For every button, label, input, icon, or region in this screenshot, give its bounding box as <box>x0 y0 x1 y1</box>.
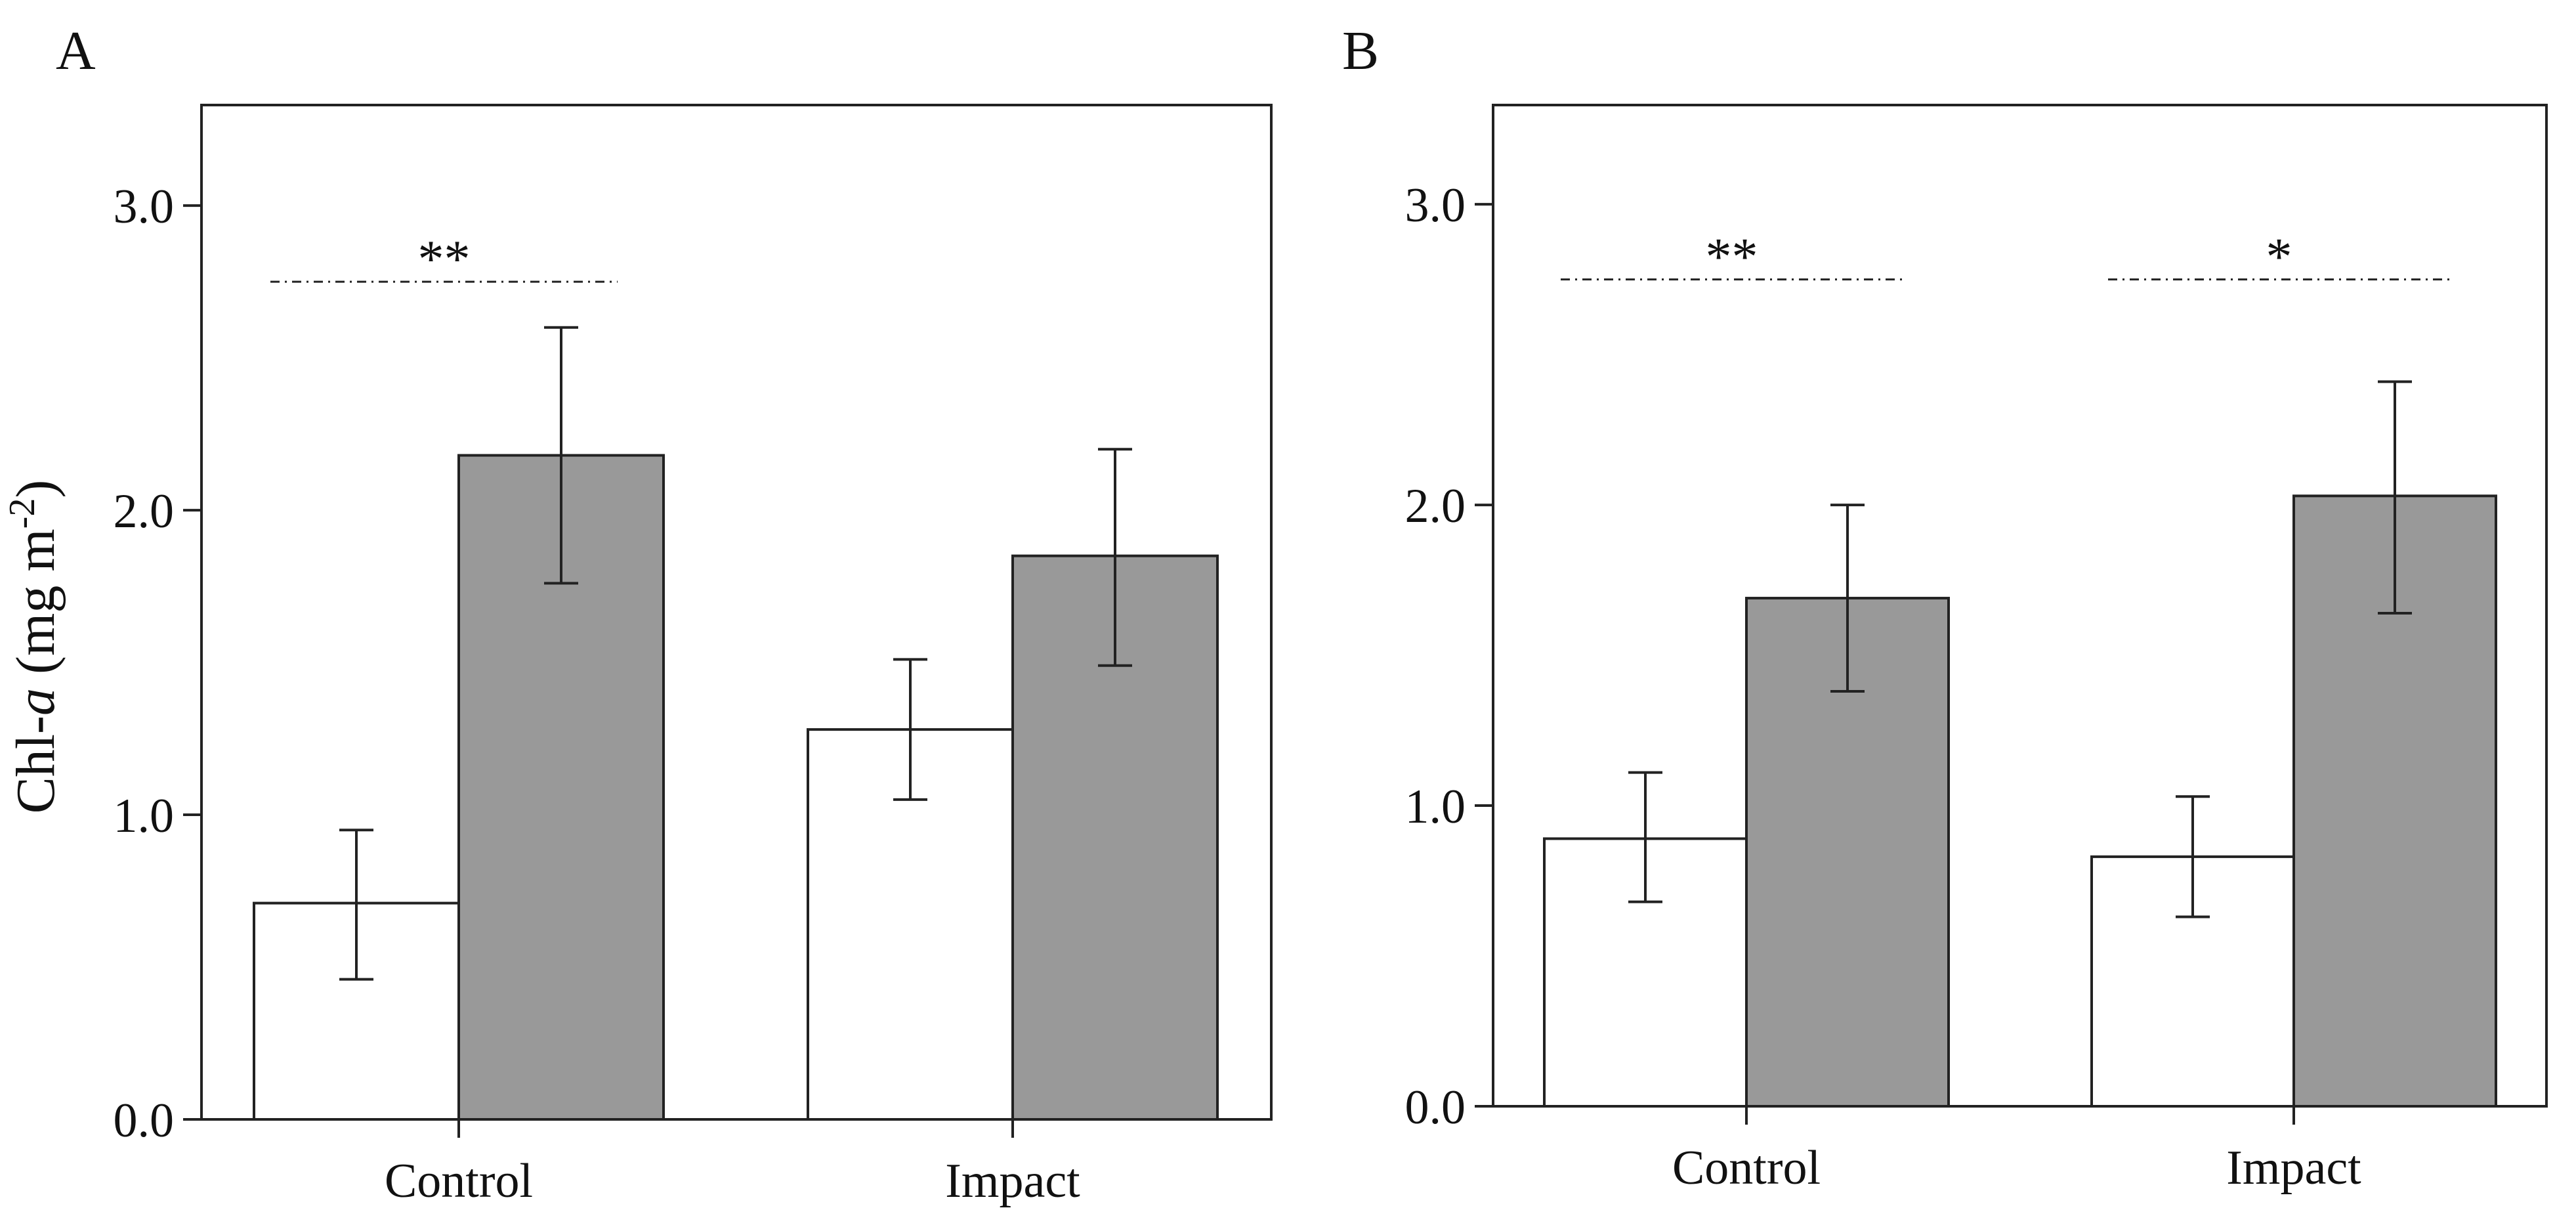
x-tick-label-impact: Impact <box>2226 1141 2361 1195</box>
y-axis-title-exponent: -2 <box>2 498 43 529</box>
y-axis-title-close: ) <box>5 480 66 498</box>
x-tick-label-control: Control <box>1672 1141 1821 1195</box>
significance-stars: ** <box>418 230 471 288</box>
plot-frame <box>1492 104 2548 1108</box>
panel-a: A Control Impact 0.0 1.0 2.0 3.0 ** <box>56 20 1273 1208</box>
y-tick-label: 2.0 <box>114 485 175 538</box>
y-axis-title-unit: (mg m <box>5 529 66 688</box>
x-tick-label-control: Control <box>385 1154 533 1208</box>
y-axis-title-prefix: Chl- <box>5 716 66 813</box>
y-tick-label: 3.0 <box>114 180 175 234</box>
y-axis-title-italic: a <box>5 688 66 716</box>
y-tick-label: 0.0 <box>114 1094 175 1148</box>
y-tick-label: 1.0 <box>1405 780 1466 834</box>
x-tick-label-impact: Impact <box>945 1154 1080 1208</box>
y-axis-title: Chl-a (mg m-2) <box>2 480 66 814</box>
significance-stars: ** <box>1706 228 1758 286</box>
y-tick-label: 1.0 <box>114 789 175 843</box>
panel-label: A <box>56 20 96 81</box>
y-tick-label: 0.0 <box>1405 1081 1466 1134</box>
panel-label: B <box>1342 20 1379 81</box>
significance-stars: * <box>2266 228 2292 286</box>
y-tick-label: 2.0 <box>1405 479 1466 533</box>
y-tick-label: 3.0 <box>1405 179 1466 232</box>
plot-frame <box>200 104 1273 1121</box>
